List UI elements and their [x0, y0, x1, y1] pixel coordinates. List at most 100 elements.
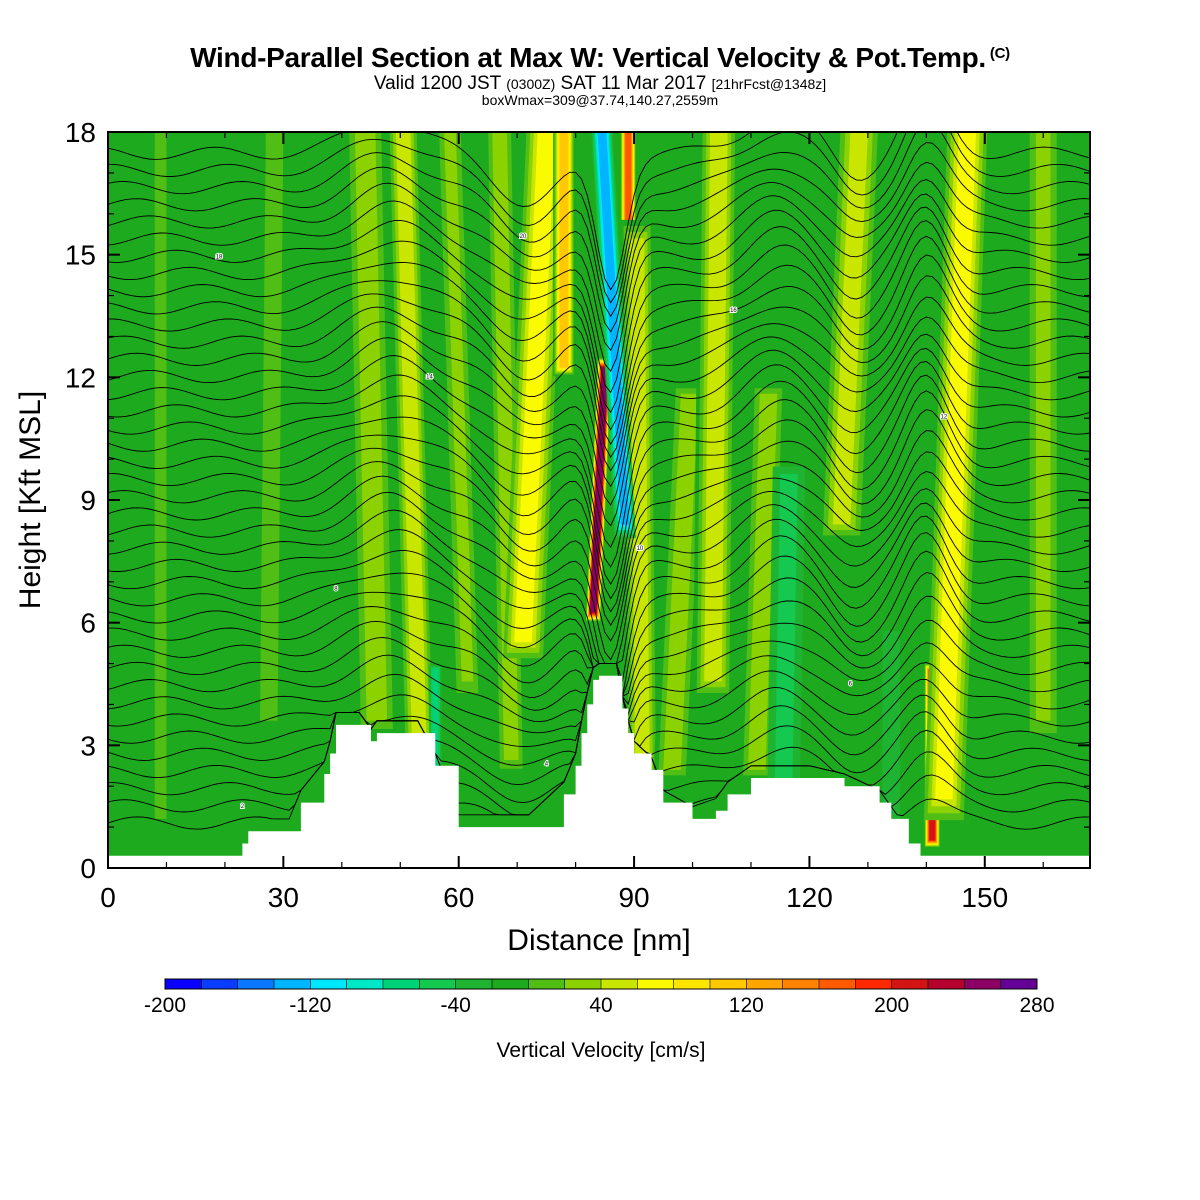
velocity-band	[663, 393, 699, 770]
updraft-plume	[653, 382, 709, 781]
isentrope-label: 2	[241, 804, 245, 810]
velocity-band	[832, 132, 868, 525]
updraft-plume	[693, 132, 739, 699]
colorbar-tick-label: 200	[874, 994, 909, 1017]
isentrope-line	[108, 409, 1090, 613]
colorbar-swatch	[419, 979, 457, 989]
x-tick-label: 90	[618, 882, 649, 913]
chart-title: Wind-Parallel Section at Max W: Vertical…	[0, 42, 1200, 74]
colorbar-swatch	[528, 979, 566, 989]
y-tick-label: 9	[80, 485, 96, 516]
downdraft-plume	[882, 630, 901, 819]
colorbar-tick-label: -40	[440, 994, 470, 1017]
title-text: Wind-Parallel Section at Max W: Vertical…	[190, 42, 986, 73]
title-copyright-mark: (C)	[989, 45, 1010, 62]
isentrope-line	[108, 502, 1090, 665]
colorbar-tick-label: -120	[289, 994, 331, 1017]
x-tick-label: 120	[786, 882, 833, 913]
velocity-band	[514, 132, 556, 643]
updraft-plume	[553, 132, 575, 376]
isentrope-contours: 2 4 6 8 10 12 14 16 18 20	[108, 132, 1090, 830]
isentrope-label: 12	[941, 415, 948, 421]
colorbar-swatch	[237, 979, 275, 989]
valid-date: SAT 11 Mar 2017	[560, 73, 707, 94]
colorbar-swatch	[383, 979, 420, 989]
isentrope-line	[108, 132, 1090, 291]
velocity-band	[748, 393, 778, 770]
isentrope-line	[108, 471, 1090, 661]
isentrope-line	[108, 235, 1090, 446]
isentrope-label: 10	[637, 546, 644, 552]
colorbar-swatch	[201, 979, 239, 989]
isentrope-line	[108, 451, 1090, 642]
colorbar-label: Vertical Velocity [cm/s]	[497, 1039, 706, 1062]
colorbar-swatch	[274, 979, 311, 989]
colorbar-swatch	[891, 979, 929, 989]
colorbar-swatch	[165, 979, 202, 989]
isentrope-label: 16	[730, 308, 737, 314]
updraft-plume	[1029, 132, 1057, 734]
x-axis-label: Distance [nm]	[507, 924, 690, 957]
velocity-band	[354, 132, 388, 721]
colorbar-swatch	[782, 979, 820, 989]
velocity-band	[259, 132, 284, 721]
velocity-band	[704, 132, 728, 682]
colorbar-swatch	[492, 979, 529, 989]
y-tick-label: 3	[80, 730, 96, 761]
colorbar-swatch	[601, 979, 638, 989]
colorbar-swatch	[855, 979, 893, 989]
isentrope-line	[108, 132, 1090, 318]
velocity-band	[444, 132, 474, 682]
isentrope-line	[108, 132, 1090, 304]
isentrope-label: 6	[849, 682, 853, 688]
colorbar-tick-label: 280	[1019, 994, 1054, 1017]
isentrope-label: 18	[216, 254, 223, 260]
colorbar-swatch	[346, 979, 384, 989]
y-tick-label: 6	[80, 608, 96, 639]
isentrope-line	[108, 275, 1090, 472]
velocity-band	[154, 132, 167, 819]
isentrope-line	[108, 254, 1090, 458]
isentrope-line	[108, 348, 1090, 548]
x-tick-label: 30	[268, 882, 299, 913]
isentrope-line	[108, 361, 1090, 568]
chart-subtitle: Valid 1200 JST (0300Z) SAT 11 Mar 2017 […	[0, 73, 1200, 95]
forecast-info: [21hrFcst@1348z]	[711, 76, 827, 92]
colorbar-swatch	[928, 979, 965, 989]
x-tick-label: 0	[100, 882, 116, 913]
colorbar-swatch	[455, 979, 493, 989]
colorbar: -200 -120 -40 40 120 200 280 Vertical Velocity …	[144, 978, 1055, 1062]
velocity-band	[395, 132, 429, 800]
colorbar-swatch	[564, 979, 602, 989]
y-tick-label: 15	[65, 240, 96, 271]
velocity-band	[882, 630, 901, 819]
colorbar-swatch	[673, 979, 711, 989]
isentrope-line	[108, 333, 1090, 527]
valid-utc: (0300Z)	[506, 76, 556, 92]
colorbar-tick-label: 40	[589, 994, 612, 1017]
colorbar-tick-label: -200	[144, 994, 186, 1017]
isentrope-label: 4	[545, 762, 549, 768]
colorbar-swatch	[310, 979, 348, 989]
x-tick-label: 60	[443, 882, 474, 913]
colorbar-swatch	[819, 979, 856, 989]
updraft-plume	[252, 132, 291, 734]
isentrope-line	[108, 390, 1090, 600]
isentrope-line	[108, 161, 1090, 352]
isentrope-line	[108, 488, 1090, 665]
isentrope-line	[108, 179, 1090, 372]
updraft-plume	[439, 132, 479, 693]
y-tick-label: 18	[65, 117, 96, 148]
terrain-mask	[108, 675, 1090, 868]
updraft-plume	[503, 132, 567, 659]
velocity-band	[559, 132, 569, 368]
isentrope-line	[108, 430, 1090, 626]
y-tick-label: 0	[80, 853, 96, 884]
colorbar-swatch	[746, 979, 784, 989]
colorbar-tick-label: 120	[729, 994, 764, 1017]
colorbar-swatch	[1000, 979, 1038, 989]
isentrope-label: 20	[520, 234, 527, 240]
isentrope-line	[108, 374, 1090, 586]
colorbar-swatch	[710, 979, 747, 989]
